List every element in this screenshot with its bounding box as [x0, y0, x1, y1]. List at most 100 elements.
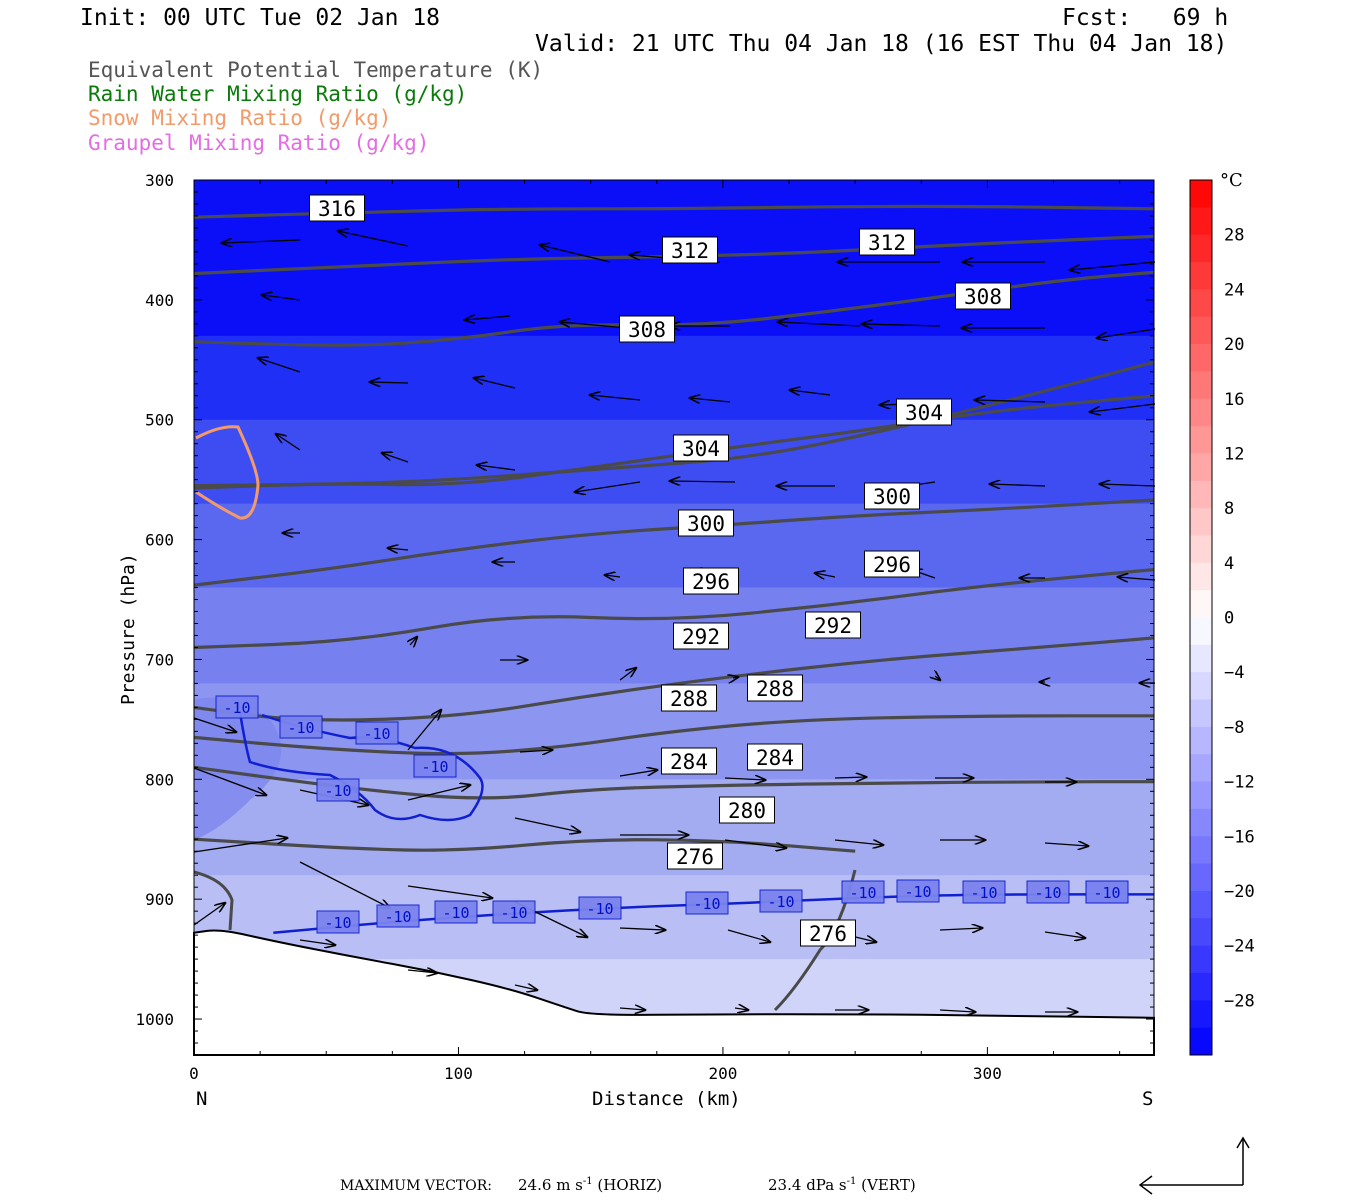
- wind-vector: [862, 324, 941, 326]
- theta-e-label: 292: [682, 625, 720, 649]
- theta-e-label-box: [619, 315, 675, 343]
- y-tick-label: 400: [145, 291, 174, 310]
- colorbar-segment: [1190, 480, 1212, 509]
- theta-e-label: 276: [676, 845, 714, 869]
- wind-vector: [193, 903, 225, 926]
- x-axis-right-end: S: [1142, 1088, 1154, 1110]
- x-tick-label: 200: [708, 1064, 737, 1083]
- wind-vector: [619, 1008, 645, 1010]
- wind-vector: [193, 767, 266, 795]
- wind-vector: [382, 453, 409, 463]
- isotherm-label-box: [376, 904, 420, 928]
- isotherm-label: -10: [442, 904, 469, 922]
- wind-vector: [939, 1010, 975, 1012]
- wind-vector: [1070, 261, 1156, 270]
- isotherm-label: -10: [324, 782, 351, 800]
- theta-e-label: 292: [814, 614, 852, 638]
- wind-vector: [514, 985, 537, 990]
- colorbar-segment: [1190, 344, 1212, 372]
- colorbar-segment: [1190, 890, 1212, 919]
- colorbar-tick-label: −4: [1224, 663, 1244, 683]
- colorbar-segment: [1190, 562, 1212, 591]
- theta-e-line-left-edge: [194, 870, 234, 931]
- colorbar-tick-label: −24: [1224, 937, 1255, 957]
- wind-vector: [727, 929, 770, 942]
- theta-e-label-box: [800, 919, 856, 947]
- colorbar-segment: [1190, 945, 1212, 974]
- isotherm-label-box: [759, 889, 803, 913]
- theta-e-label-box: [661, 684, 717, 712]
- colorbar-segment: [1190, 289, 1212, 318]
- colorbar-segment: [1190, 508, 1212, 536]
- isotherm-label-box: [1026, 880, 1070, 904]
- y-tick-label: 300: [145, 171, 174, 190]
- wind-vector: [338, 231, 409, 247]
- wind-vector: [1100, 484, 1156, 486]
- wind-vector: [778, 322, 861, 326]
- theta-e-label-box: [747, 743, 803, 771]
- colorbar-segment: [1190, 836, 1212, 865]
- theta-e-line-276: [194, 837, 856, 853]
- wind-vector: [1118, 577, 1156, 580]
- theta-e-label: 276: [809, 922, 847, 946]
- y-axis-title: Pressure (hPa): [118, 553, 139, 705]
- theta-e-label-box: [673, 622, 729, 650]
- wind-vector: [935, 676, 940, 680]
- wind-vector: [1097, 328, 1156, 338]
- wind-vector: [407, 885, 492, 898]
- y-tick-label: 600: [145, 531, 174, 550]
- snow-contour: [195, 425, 260, 520]
- isotherm-labels: -10 -10 -10 -10 -10 -10 -10 -10 -10 -10 -10 -10 -10 -…: [215, 695, 1129, 934]
- wind-vector: [834, 777, 866, 778]
- wind-vector: [407, 785, 470, 801]
- valid-time: Valid: 21 UTC Thu 04 Jan 18 (16 EST Thu …: [535, 31, 1228, 57]
- colorbar-segment: [1190, 234, 1212, 263]
- isotherm-label-box: [215, 695, 259, 719]
- theta-e-label: 288: [756, 677, 794, 701]
- isotherm-label-box: [355, 721, 399, 745]
- isotherm-label: -10: [693, 895, 720, 913]
- wind-vector: [690, 398, 731, 402]
- colorbar-segment: [1190, 863, 1212, 892]
- theta-e-labels: 316 312 312 308 308 304 304 300 300 296 296 292 292 2…: [309, 194, 1011, 947]
- theta-e-label: 300: [687, 512, 725, 536]
- theta-e-label: 304: [905, 401, 943, 425]
- colorbar-segment: [1190, 590, 1212, 618]
- colorbar-tick-label: 0: [1224, 609, 1234, 629]
- colorbar-tick-label: 4: [1224, 554, 1234, 574]
- theta-e-label: 312: [868, 231, 906, 255]
- isotherm-label-box: [316, 778, 360, 802]
- isotherm-label: -10: [363, 725, 390, 743]
- x-axis-left-end: N: [196, 1088, 208, 1110]
- colorbar-tick-label: 8: [1224, 499, 1234, 519]
- wind-vector: [590, 395, 641, 401]
- wind-vector: [619, 928, 665, 930]
- wind-vector: [519, 750, 552, 752]
- isotherm-label-box: [578, 896, 622, 920]
- theta-e-label: 280: [728, 799, 766, 823]
- wind-vector: [975, 400, 1046, 402]
- theta-e-label: 308: [628, 318, 666, 342]
- colorbar-tick-label: 28: [1224, 226, 1244, 246]
- isotherm-label-box: [841, 880, 885, 904]
- colorbar-tick-label: −16: [1224, 827, 1255, 847]
- isotherm-label-box: [434, 900, 478, 924]
- shade-band: [194, 503, 1154, 589]
- wind-vector: [299, 861, 390, 908]
- wind-vector: [670, 481, 736, 482]
- snow-mixing-contour: [195, 425, 260, 520]
- isotherm-label-box: [896, 879, 940, 903]
- reference-vector: [1138, 1136, 1250, 1195]
- wind-vector: [388, 548, 409, 550]
- colorbar-frame: [1189, 179, 1213, 1056]
- wind-vector: [790, 390, 831, 395]
- colorbar-segment: [1190, 617, 1212, 646]
- y-axis: 300 400 500 600 700 800 900 1000: [135, 171, 1154, 1056]
- wind-vector: [262, 295, 301, 300]
- y-tick-label: 800: [145, 770, 174, 789]
- wind-vector: [939, 928, 982, 930]
- isotherm-label-box: [962, 880, 1006, 904]
- plot-frame: [193, 179, 1155, 1056]
- theta-e-label-box: [678, 509, 734, 537]
- isotherm-label: -10: [767, 893, 794, 911]
